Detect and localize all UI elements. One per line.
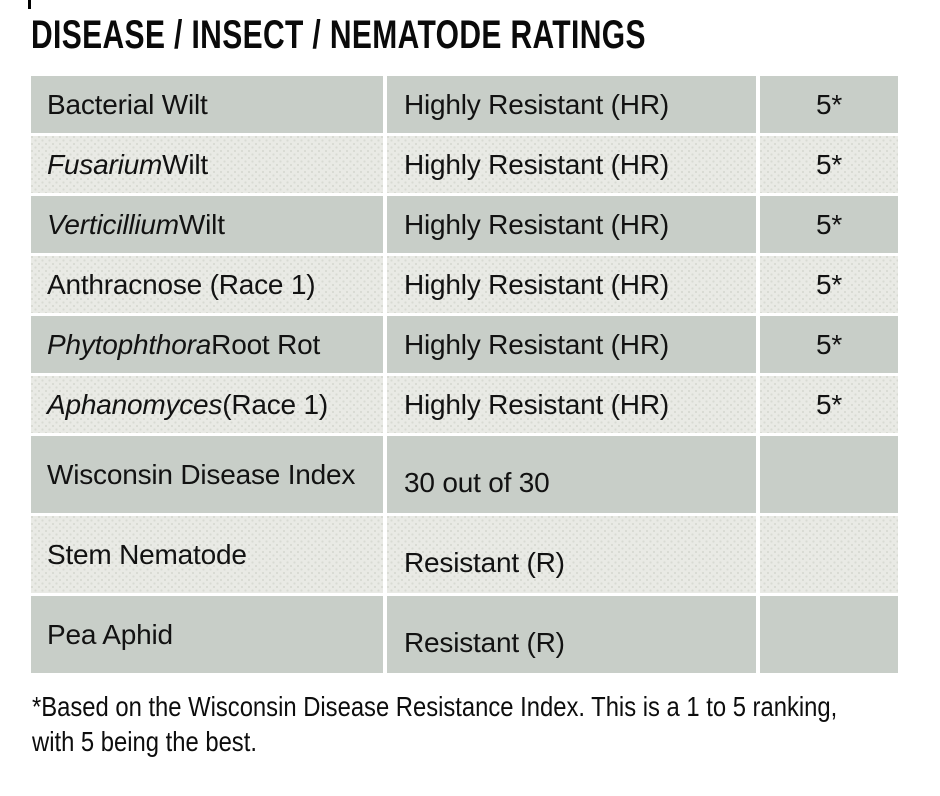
page-title: DISEASE / INSECT / NEMATODE RATINGS (31, 13, 851, 57)
row-score-text: 5* (815, 88, 843, 120)
row-label: Stem Nematode (31, 516, 383, 593)
row-score-text: 5* (815, 268, 843, 300)
row-score: 5* (760, 256, 898, 313)
row-score (760, 436, 898, 513)
row-score (760, 596, 898, 673)
row-label: Anthracnose (Race 1) (31, 256, 383, 313)
row-label: Verticillium Wilt (31, 196, 383, 253)
row-rating: Highly Resistant (HR) (387, 136, 756, 193)
row-score-text: 5* (815, 208, 843, 240)
footnote: *Based on the Wisconsin Disease Resistan… (32, 689, 940, 759)
row-label-part: Wilt (178, 208, 225, 240)
row-rating-text: 30 out of 30 (404, 466, 550, 498)
scan-artifact-mark (28, 0, 31, 9)
row-rating-text: Highly Resistant (HR) (404, 88, 669, 120)
row-rating: Highly Resistant (HR) (387, 76, 756, 133)
footnote-line-2: with 5 being the best. (32, 726, 257, 757)
row-label-part: Anthracnose (Race 1) (47, 268, 316, 300)
row-label-italic-part: Verticillium (47, 208, 179, 240)
row-label-italic-part: Fusarium (47, 148, 163, 180)
row-rating: Highly Resistant (HR) (387, 256, 756, 313)
row-rating: Highly Resistant (HR) (387, 316, 756, 373)
row-rating: Resistant (R) (387, 596, 756, 673)
row-score: 5* (760, 196, 898, 253)
row-score-text: 5* (815, 388, 843, 420)
row-rating: Highly Resistant (HR) (387, 196, 756, 253)
footnote-line-1: *Based on the Wisconsin Disease Resistan… (32, 691, 838, 722)
row-label-part: Stem Nematode (47, 538, 247, 570)
row-rating: 30 out of 30 (387, 436, 756, 513)
row-rating: Resistant (R) (387, 516, 756, 593)
row-score-text: 5* (815, 328, 843, 360)
row-label-part: (Race 1) (222, 388, 328, 420)
row-score: 5* (760, 376, 898, 433)
row-rating-text: Highly Resistant (HR) (404, 328, 669, 360)
row-score: 5* (760, 76, 898, 133)
row-score: 5* (760, 136, 898, 193)
row-label-part: Wilt (162, 148, 208, 180)
ratings-table: Bacterial Wilt Highly Resistant (HR) 5* Fus… (31, 76, 898, 673)
row-label: Phytophthora Root Rot (31, 316, 383, 373)
row-label: Aphanomyces (Race 1) (31, 376, 383, 433)
row-label-italic-part: Aphanomyces (47, 388, 223, 420)
row-rating-text: Highly Resistant (HR) (404, 148, 669, 180)
row-rating-text: Highly Resistant (HR) (404, 268, 669, 300)
row-score-text: 5* (815, 148, 843, 180)
row-score: 5* (760, 316, 898, 373)
row-rating: Highly Resistant (HR) (387, 376, 756, 433)
row-label: Bacterial Wilt (31, 76, 383, 133)
page-title-text: DISEASE / INSECT / NEMATODE RATINGS (31, 13, 646, 57)
row-rating-text: Resistant (R) (404, 626, 565, 658)
row-rating-text: Resistant (R) (404, 546, 565, 578)
row-label-part: Pea Aphid (47, 618, 173, 650)
row-label-part: Root Rot (211, 328, 321, 360)
row-rating-text: Highly Resistant (HR) (404, 208, 669, 240)
row-label-part: Wisconsin Disease Index (47, 458, 356, 490)
row-label-italic-part: Phytophthora (47, 328, 212, 360)
row-label-part: Bacterial Wilt (47, 88, 208, 120)
row-score (760, 516, 898, 593)
row-label: Pea Aphid (31, 596, 383, 673)
row-label: Wisconsin Disease Index (31, 436, 383, 513)
row-rating-text: Highly Resistant (HR) (404, 388, 669, 420)
row-label: Fusarium Wilt (31, 136, 383, 193)
